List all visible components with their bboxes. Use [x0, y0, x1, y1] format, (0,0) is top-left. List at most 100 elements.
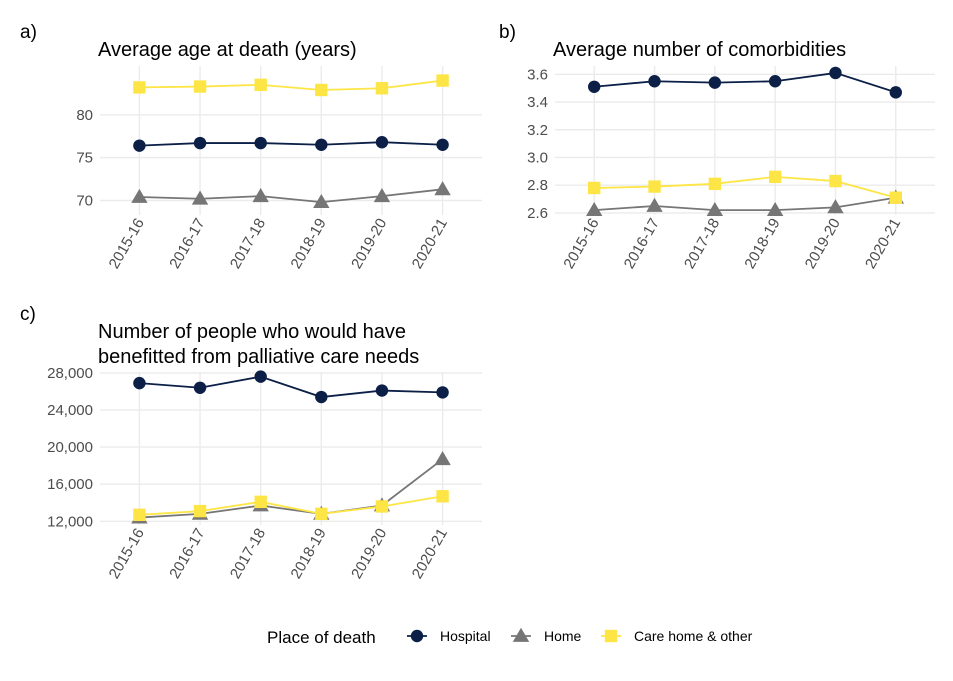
grid-c: [100, 372, 482, 525]
legend-key-triangle: [512, 627, 530, 642]
x-tick-label: 2017-18: [227, 526, 269, 582]
data-point-square: [708, 177, 722, 191]
x-tick-label: 2020-21: [862, 216, 904, 272]
legend-title: Place of death: [267, 628, 376, 647]
x-tick-label: 2020-21: [409, 216, 451, 272]
data-point-square: [193, 80, 207, 93]
y-tick-label: 70: [76, 192, 93, 209]
data-point-circle: [254, 370, 267, 383]
series-b: [586, 66, 904, 217]
data-point-triangle: [313, 193, 330, 209]
data-point-triangle: [586, 201, 603, 217]
data-point-triangle: [373, 187, 391, 203]
y-ticks-b: 2.6 2.8 3.0 3.2 3.4 3.6: [527, 66, 548, 222]
data-point-circle: [829, 66, 842, 80]
grid-a: [100, 66, 482, 215]
x-tick-label: 2015-16: [560, 216, 602, 272]
data-point-triangle: [434, 181, 451, 196]
y-tick-label: 24,000: [47, 402, 93, 419]
y-tick-label: 3.2: [527, 122, 548, 139]
data-point-circle: [375, 384, 389, 397]
data-point-circle: [436, 138, 449, 151]
data-point-square: [829, 174, 842, 188]
y-tick-label: 2.6: [527, 205, 548, 222]
x-tick-label: 2018-19: [288, 216, 330, 272]
data-point-square: [254, 495, 267, 509]
y-tick-label: 3.0: [527, 149, 548, 166]
x-tick-label: 2019-20: [802, 216, 844, 272]
series-c: [131, 370, 451, 524]
data-point-square: [193, 504, 207, 518]
x-tick-label: 2018-19: [741, 216, 783, 272]
series-hospital: [133, 136, 449, 152]
y-tick-label: 12,000: [47, 513, 93, 530]
data-point-square: [588, 181, 601, 195]
data-point-circle: [315, 390, 328, 404]
data-point-circle: [648, 75, 661, 88]
x-tick-label: 2015-16: [106, 526, 148, 582]
chart-title-b: Average number of comorbidities: [553, 39, 846, 61]
series-care-home-other: [133, 490, 449, 521]
data-point-circle: [133, 376, 146, 390]
legend-item-home: Home: [511, 627, 582, 644]
data-point-triangle: [191, 190, 209, 205]
legend-label: Home: [544, 628, 582, 644]
series-line: [139, 458, 444, 519]
data-point-circle: [889, 86, 902, 99]
y-tick-label: 16,000: [47, 476, 93, 493]
data-point-circle: [588, 80, 601, 93]
x-tick-label: 2020-21: [409, 526, 451, 582]
data-point-triangle: [827, 199, 844, 214]
panel-label-b: b): [499, 22, 516, 43]
data-point-circle: [768, 75, 782, 88]
data-point-square: [648, 180, 661, 193]
series-home: [586, 189, 904, 217]
x-tick-label: 2017-18: [681, 216, 723, 272]
data-point-square: [315, 507, 328, 521]
y-ticks-a: 70 75 80: [76, 107, 93, 210]
y-tick-label: 2.8: [527, 177, 548, 194]
chart-title-c-line-1: Number of people who would have: [98, 321, 406, 343]
data-point-triangle: [252, 187, 269, 203]
legend-label: Hospital: [440, 628, 491, 644]
y-tick-label: 80: [76, 107, 93, 124]
data-point-triangle: [434, 450, 451, 466]
panel-label-a: a): [20, 22, 37, 43]
data-point-triangle: [706, 201, 724, 217]
data-point-circle: [315, 138, 328, 151]
data-point-square: [436, 74, 449, 87]
data-point-square: [133, 508, 146, 521]
data-point-triangle: [766, 201, 784, 217]
series-care-home-other: [588, 170, 902, 204]
data-point-square: [375, 500, 389, 513]
x-tick-label: 2018-19: [288, 526, 330, 582]
data-point-circle: [708, 76, 722, 89]
panel-c-palliative-care: c) Number of people who would have benef…: [20, 304, 482, 582]
series-line: [594, 72, 897, 94]
series-hospital: [588, 66, 902, 99]
y-tick-label: 3.4: [527, 94, 548, 111]
legend-label: Care home & other: [634, 628, 753, 644]
series-home: [131, 181, 451, 209]
x-tick-label: 2016-17: [621, 216, 663, 272]
series-line: [139, 79, 443, 91]
chart-title-c-line-2: benefitted from palliative care needs: [98, 346, 419, 368]
data-point-circle: [133, 139, 146, 152]
series-hospital: [133, 370, 449, 404]
data-point-square: [889, 191, 902, 204]
series-line: [594, 196, 896, 212]
panel-label-c: c): [20, 304, 36, 325]
data-point-circle: [254, 136, 267, 150]
data-point-square: [375, 82, 389, 95]
legend-items: Hospital Home Care home & other: [407, 627, 753, 644]
data-point-circle: [193, 381, 207, 394]
data-point-square: [768, 170, 782, 184]
legend-item-hospital: Hospital: [407, 628, 491, 644]
x-tick-label: 2016-17: [166, 526, 208, 582]
x-tick-label: 2016-17: [166, 215, 208, 271]
series-line: [139, 375, 443, 398]
x-ticks-b: 2015-16 2016-17 2017-18 2018-19 2019-20 2020-…: [560, 216, 904, 272]
x-tick-label: 2019-20: [348, 216, 390, 272]
x-tick-label: 2015-16: [106, 216, 148, 272]
